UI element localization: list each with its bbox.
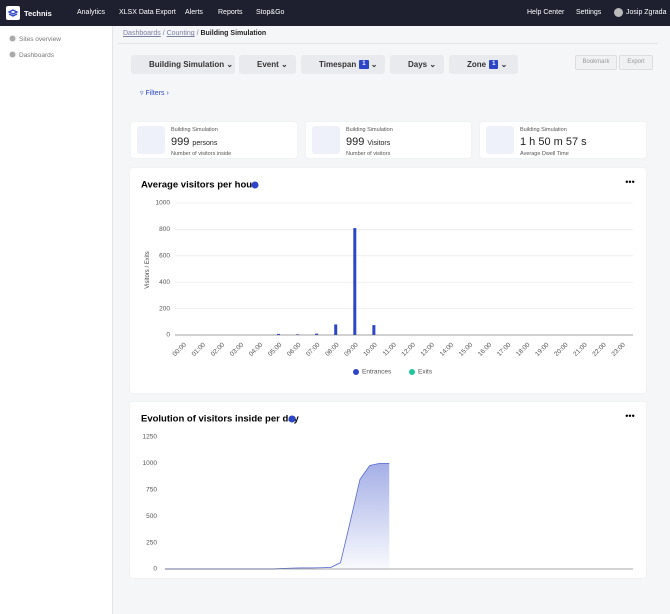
x-tick-label: 06:00 xyxy=(286,341,303,358)
bar xyxy=(334,324,337,335)
x-tick-label: 14:00 xyxy=(439,341,456,358)
x-tick-label: 12:00 xyxy=(400,341,417,358)
x-tick-label: 20:00 xyxy=(553,341,570,358)
y-tick-label: 1000 xyxy=(156,200,171,207)
x-tick-label: 07:00 xyxy=(305,341,322,358)
y-tick-label: 600 xyxy=(159,253,170,260)
y-tick-label: 0 xyxy=(166,332,170,339)
x-tick-label: 18:00 xyxy=(515,341,532,358)
y-tick-label: 800 xyxy=(159,226,170,233)
y-tick-label: 1000 xyxy=(143,460,158,467)
x-tick-label: 22:00 xyxy=(591,341,608,358)
x-tick-label: 04:00 xyxy=(248,341,265,358)
legend-label: Exits xyxy=(418,369,433,376)
x-tick-label: 08:00 xyxy=(324,341,341,358)
bar xyxy=(353,228,356,335)
chart-title: Average visitors per hour xyxy=(141,180,256,191)
legend-swatch xyxy=(353,369,359,375)
x-tick-label: 05:00 xyxy=(267,341,284,358)
y-tick-label: 500 xyxy=(146,513,157,520)
y-tick-label: 200 xyxy=(159,305,170,312)
x-tick-label: 03:00 xyxy=(229,341,246,358)
y-tick-label: 0 xyxy=(153,566,157,573)
bar xyxy=(372,325,375,335)
x-tick-label: 19:00 xyxy=(534,341,551,358)
x-tick-label: 00:00 xyxy=(171,341,188,358)
x-tick-label: 01:00 xyxy=(191,341,208,358)
x-tick-label: 13:00 xyxy=(420,341,437,358)
x-tick-label: 23:00 xyxy=(610,341,627,358)
x-tick-label: 09:00 xyxy=(343,341,360,358)
chart-title: Evolution of visitors inside per day xyxy=(141,414,300,425)
legend-label: Entrances xyxy=(362,369,392,376)
x-tick-label: 11:00 xyxy=(382,341,398,357)
legend-swatch xyxy=(409,369,415,375)
y-tick-label: 250 xyxy=(146,539,157,546)
y-tick-label: 1250 xyxy=(143,434,158,441)
x-tick-label: 02:00 xyxy=(210,341,227,358)
y-axis-label: Visitors / Exits xyxy=(145,251,151,289)
help-icon xyxy=(289,416,296,423)
x-tick-label: 10:00 xyxy=(362,341,379,358)
y-tick-label: 750 xyxy=(146,487,157,494)
y-tick-label: 400 xyxy=(159,279,170,286)
area-fill xyxy=(165,463,389,569)
menu-dots[interactable]: ••• xyxy=(625,411,634,421)
help-icon xyxy=(252,182,259,189)
x-tick-label: 15:00 xyxy=(458,341,475,358)
x-tick-label: 16:00 xyxy=(477,341,494,358)
x-tick-label: 17:00 xyxy=(496,341,513,358)
x-tick-label: 21:00 xyxy=(572,341,589,358)
menu-dots[interactable]: ••• xyxy=(625,177,634,187)
